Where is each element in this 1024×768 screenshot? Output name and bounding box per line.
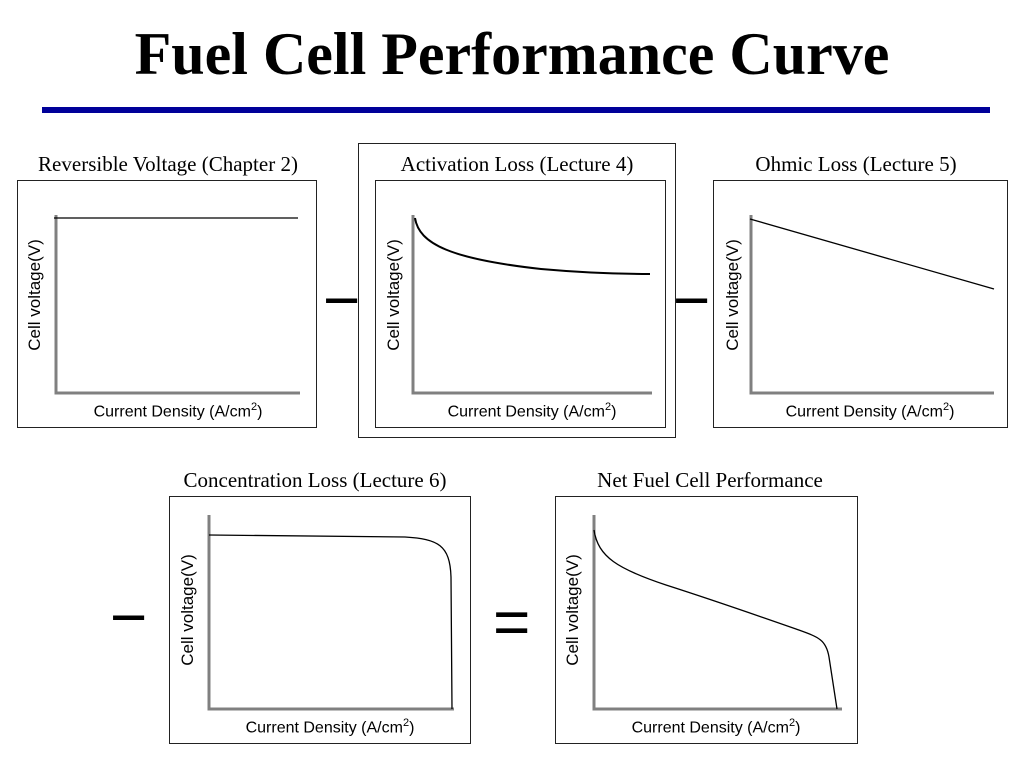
plot-ohmic — [749, 215, 995, 395]
ylabel-concentration: Cell voltage(V) — [178, 554, 197, 666]
slide-title: Fuel Cell Performance Curve — [134, 21, 890, 87]
ylabel-reversible: Cell voltage(V) — [25, 239, 44, 351]
title-rule — [42, 107, 990, 113]
curve-activation — [414, 217, 651, 275]
xlabel-net: Current Density (A/cm2) — [631, 717, 801, 737]
xlabel-activation: Current Density (A/cm2) — [447, 401, 617, 421]
curve-concentration — [208, 534, 453, 710]
panel-reversible: Cell voltage(V) Current Density (A/cm2) — [17, 180, 317, 428]
ylabel-activation: Cell voltage(V) — [384, 239, 403, 351]
ylabel-net: Cell voltage(V) — [563, 554, 582, 666]
equals-operator: = — [493, 586, 531, 658]
axis-reversible — [54, 215, 300, 395]
panel-caption-net: Net Fuel Cell Performance — [597, 468, 823, 492]
panel-concentration: Cell voltage(V) Current Density (A/cm2) — [169, 496, 471, 744]
ylabel-ohmic: Cell voltage(V) — [723, 239, 742, 351]
plot-concentration — [207, 515, 454, 711]
axis-net — [592, 515, 842, 711]
curve-net — [593, 529, 838, 710]
xlabel-reversible: Current Density (A/cm2) — [93, 401, 263, 421]
highlight-frame-activation — [358, 143, 676, 438]
panel-caption-concentration: Concentration Loss (Lecture 6) — [183, 468, 447, 492]
panel-activation: Cell voltage(V) Current Density (A/cm2) — [375, 180, 666, 428]
curve-ohmic — [749, 218, 995, 290]
axis-ohmic — [749, 215, 994, 395]
plot-activation — [411, 215, 652, 395]
plot-reversible — [54, 215, 300, 395]
axis-concentration — [207, 515, 454, 711]
plot-net — [592, 515, 842, 711]
xlabel-concentration: Current Density (A/cm2) — [245, 717, 415, 737]
minus-operator-3: − — [110, 581, 148, 653]
xlabel-ohmic: Current Density (A/cm2) — [785, 401, 955, 421]
panel-ohmic: Cell voltage(V) Current Density (A/cm2) — [713, 180, 1008, 428]
minus-operator-1: − — [323, 264, 361, 336]
panel-caption-activation: Activation Loss (Lecture 4) — [400, 152, 634, 176]
axis-activation — [411, 215, 652, 395]
minus-operator-2: − — [673, 264, 711, 336]
panel-net: Cell voltage(V) Current Density (A/cm2) — [555, 496, 858, 744]
panel-caption-reversible: Reversible Voltage (Chapter 2) — [38, 152, 298, 176]
panel-caption-ohmic: Ohmic Loss (Lecture 5) — [755, 152, 957, 176]
